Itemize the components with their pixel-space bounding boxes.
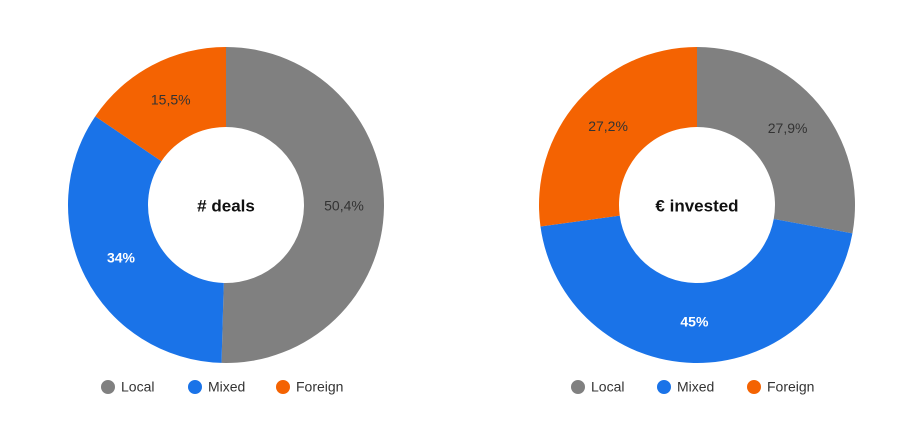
legend-swatch bbox=[657, 380, 671, 394]
legend-label: Local bbox=[591, 379, 624, 395]
legend-swatch bbox=[747, 380, 761, 394]
donut-slice bbox=[538, 47, 697, 227]
legend-label: Mixed bbox=[677, 379, 714, 395]
donut-slice bbox=[540, 215, 853, 363]
data-label: 15,5% bbox=[151, 91, 191, 107]
legend-swatch bbox=[101, 380, 115, 394]
legend-swatch bbox=[571, 380, 585, 394]
data-label: 34% bbox=[107, 249, 136, 265]
legend-label: Foreign bbox=[767, 379, 814, 395]
legend-swatch bbox=[276, 380, 290, 394]
chart-title: # deals bbox=[197, 196, 255, 215]
data-label: 27,9% bbox=[768, 120, 808, 136]
legend-label: Foreign bbox=[296, 379, 343, 395]
donut-slice bbox=[697, 47, 856, 234]
donut-slice bbox=[67, 116, 224, 363]
data-label: 27,2% bbox=[588, 118, 628, 134]
legend-label: Mixed bbox=[208, 379, 245, 395]
data-label: 45% bbox=[680, 314, 709, 330]
donut-slice bbox=[221, 47, 384, 363]
legend-swatch bbox=[188, 380, 202, 394]
chart-title: € invested bbox=[655, 196, 738, 215]
donut-slice bbox=[95, 47, 226, 162]
data-label: 50,4% bbox=[324, 197, 364, 213]
legend-label: Local bbox=[121, 379, 154, 395]
